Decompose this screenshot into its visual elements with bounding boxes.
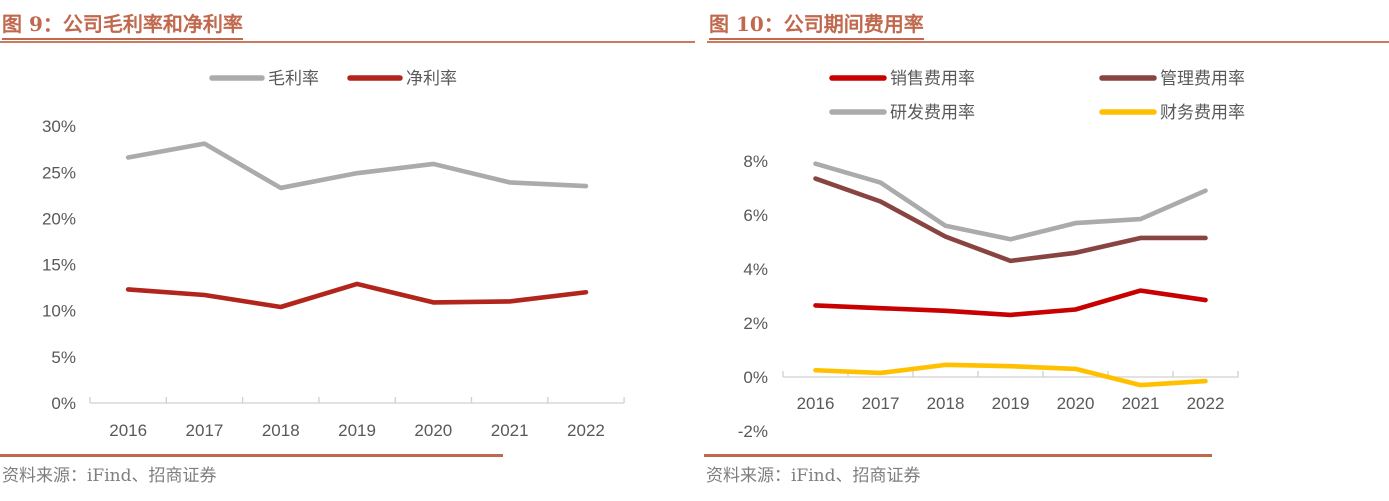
y-tick-label: 6% (743, 206, 768, 225)
figure-9-title-rule (0, 41, 695, 43)
x-tick-label: 2017 (862, 394, 900, 413)
x-tick-label: 2016 (797, 394, 835, 413)
figure-9-source-rule (0, 454, 503, 457)
x-tick-label: 2017 (186, 421, 224, 440)
legend-label-1-1: 管理费用率 (1160, 69, 1245, 88)
y-tick-label: 25% (42, 163, 76, 182)
figure-9-title: 图 9：公司毛利率和净利率 (2, 8, 243, 40)
legend-label-1-3: 财务费用率 (1160, 103, 1245, 122)
x-tick-label: 2018 (927, 394, 965, 413)
legend-label-0-0: 毛利率 (268, 69, 319, 88)
series-line-1-1 (813, 176, 1208, 264)
legend-label-1-2: 研发费用率 (890, 103, 975, 122)
series-line-1-3 (813, 362, 1208, 388)
x-tick-label: 2019 (992, 394, 1030, 413)
legend-label-1-0: 销售费用率 (890, 69, 975, 88)
figure-10-chart: -2% 0% 2% 4% 6% 8% 2016 2017 2018 2019 2020 2021 202… (738, 69, 1245, 441)
figure-10-title-text: 图 10：公司期间费用率 (709, 12, 924, 40)
y-tick-label: -2% (738, 422, 768, 441)
x-tick-label: 2019 (338, 421, 376, 440)
y-tick-label: 0% (743, 368, 768, 387)
series-line-0-1 (125, 281, 589, 310)
series-line-1-2 (813, 161, 1208, 242)
figure-10-title-rule (707, 41, 1389, 43)
x-tick-label: 2022 (1187, 394, 1225, 413)
series-line-1-0 (813, 288, 1208, 318)
y-tick-label: 10% (42, 302, 76, 321)
y-tick-label: 15% (42, 256, 76, 275)
figure-10-source: 资料来源：iFind、招商证券 (706, 466, 921, 486)
y-tick-label: 8% (743, 152, 768, 171)
x-tick-label: 2022 (567, 421, 605, 440)
figure-10-title: 图 10：公司期间费用率 (709, 8, 924, 40)
x-tick-label: 2021 (1122, 394, 1160, 413)
x-tick-label: 2020 (1057, 394, 1095, 413)
legend-label-0-1: 净利率 (406, 69, 457, 88)
y-tick-label: 30% (42, 117, 76, 136)
x-tick-label: 2021 (491, 421, 529, 440)
figure-9-source: 资料来源：iFind、招商证券 (2, 466, 217, 486)
x-tick-label: 2016 (109, 421, 147, 440)
y-tick-label: 0% (51, 394, 76, 413)
x-tick-label: 2018 (262, 421, 300, 440)
x-tick-label: 2020 (414, 421, 452, 440)
y-tick-label: 5% (51, 348, 76, 367)
figure-10-source-rule (704, 454, 1212, 457)
y-tick-label: 2% (743, 314, 768, 333)
figure-9-title-text: 图 9：公司毛利率和净利率 (2, 12, 243, 40)
y-tick-label: 4% (743, 260, 768, 279)
figure-9-chart: 0% 5% 10% 15% 20% 25% 30% 2016 2017 2018 2019 2020 2… (42, 69, 625, 440)
series-line-0-0 (125, 141, 589, 191)
y-tick-label: 20% (42, 209, 76, 228)
